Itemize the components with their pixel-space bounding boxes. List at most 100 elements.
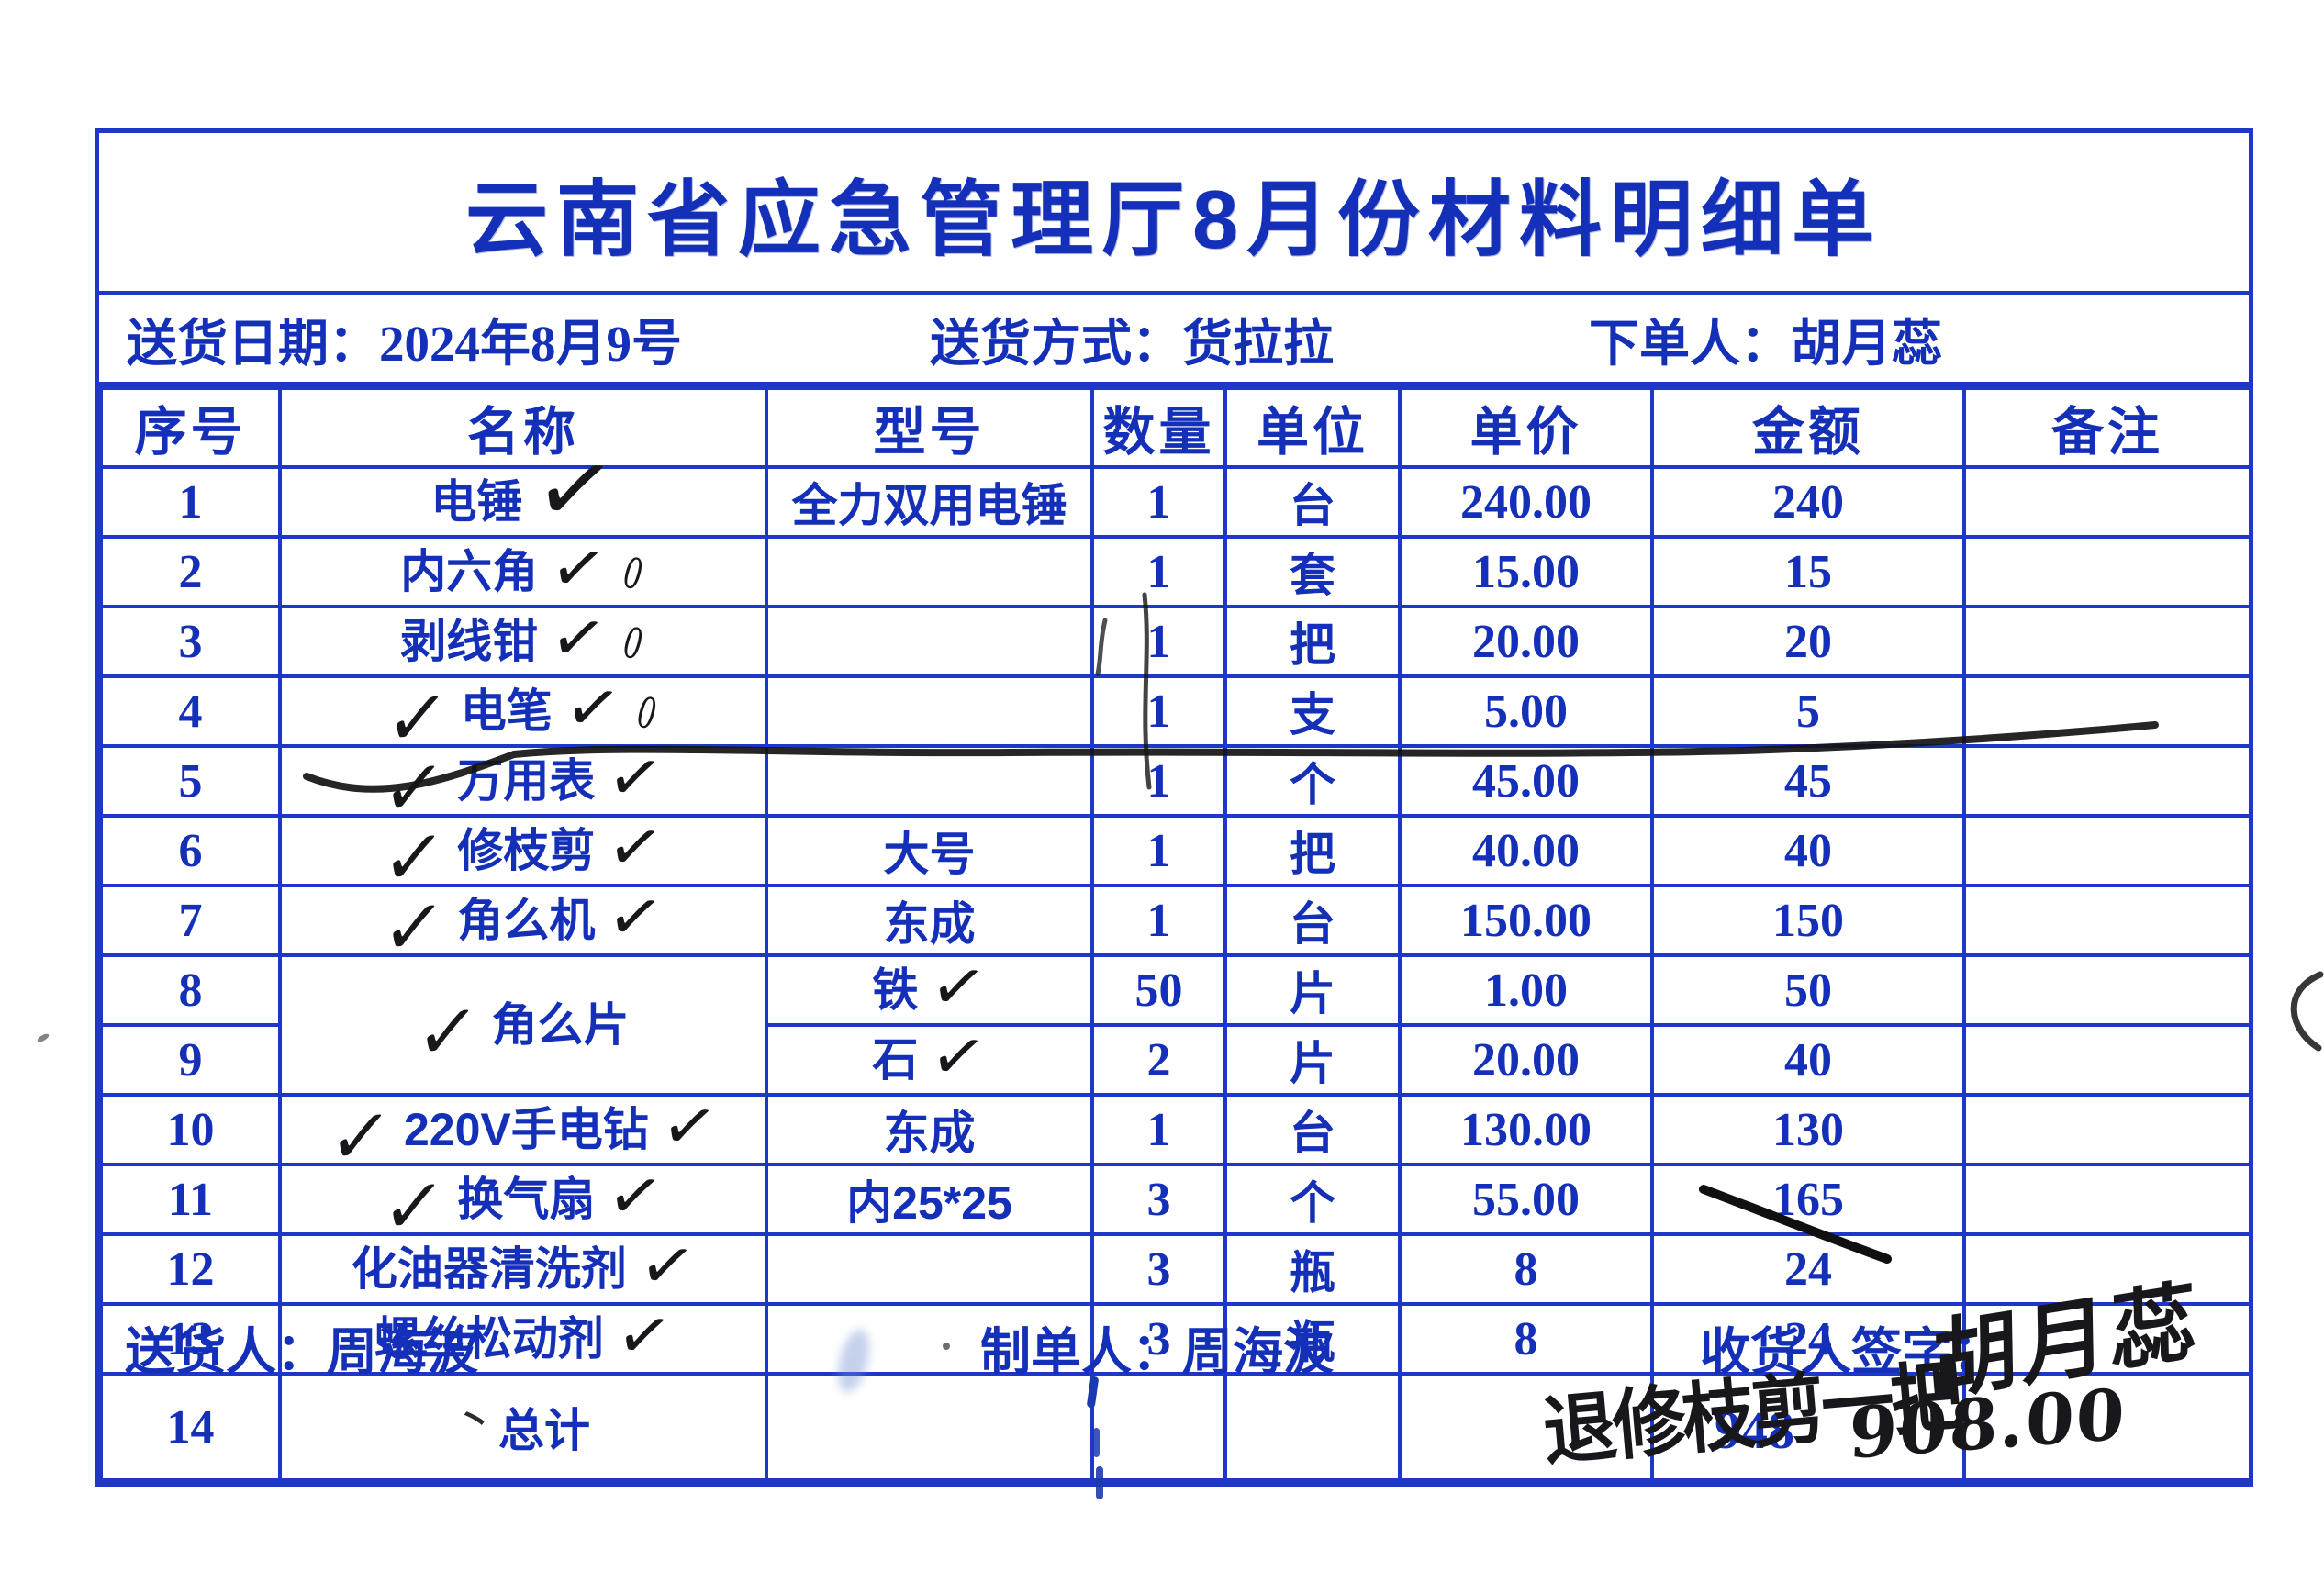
preparer-label: 制单人： bbox=[980, 1323, 1183, 1380]
cell-model bbox=[765, 744, 1094, 818]
column-header-1: 名称 bbox=[278, 386, 768, 469]
cell-unit: 台 bbox=[1223, 465, 1402, 539]
form-frame: 云南省应急管理厅8月份材料明细单 送货日期：2024年8月9号 送货方式：货拉拉… bbox=[95, 128, 2253, 1487]
cell-name: 内六角 ✓ 0 bbox=[278, 526, 768, 610]
table-row: 4 ✓ 电笔 ✓ 0 1 支 5.00 5 bbox=[99, 664, 2252, 763]
cell-price: 150.00 bbox=[1398, 884, 1654, 957]
handwritten-checkmark-icon: 0 bbox=[631, 686, 663, 740]
cell-name: ✓ 电笔 ✓ 0 bbox=[278, 664, 768, 763]
table-row: 8 ✓ 角么片铁 ✓ 50 片 1.00 50 bbox=[99, 944, 2252, 1097]
column-header-5: 单价 bbox=[1398, 386, 1654, 469]
cell-model: 东成 bbox=[765, 884, 1094, 957]
cell-no: 8 bbox=[99, 953, 282, 1027]
item-model: 石 bbox=[872, 1034, 919, 1086]
handwritten-checkmark-icon: 0 bbox=[617, 547, 649, 600]
cell-remark bbox=[1962, 465, 2252, 539]
cell-no: 10 bbox=[99, 1093, 282, 1166]
title-row: 云南省应急管理厅8月份材料明细单 bbox=[99, 133, 2249, 295]
cell-model bbox=[765, 1372, 1094, 1482]
cell-qty: 1 bbox=[1090, 1093, 1227, 1166]
cell-amount: 50 bbox=[1650, 953, 1966, 1027]
deliverer: 送货人：周海波 bbox=[125, 1310, 478, 1384]
orderer: 下单人：胡月蕊 bbox=[1589, 302, 1942, 375]
cell-no: 11 bbox=[99, 1163, 282, 1236]
table-header: 序号 名称 型号 数量 单位 单价 金额 备注 bbox=[99, 386, 2252, 469]
cell-no: 12 bbox=[99, 1232, 282, 1306]
cell-model: 大号 bbox=[765, 814, 1094, 887]
cell-model bbox=[765, 1302, 1094, 1376]
cell-model: 石 ✓ bbox=[765, 1014, 1094, 1098]
edge-curl-mark bbox=[2290, 971, 2324, 1052]
cell-no: 6 bbox=[99, 814, 282, 887]
delivery-method-value: 货拉拉 bbox=[1182, 315, 1335, 372]
cell-price: 240.00 bbox=[1398, 465, 1654, 539]
cell-qty: 1 bbox=[1090, 465, 1227, 539]
receiver-signature-label: 收货人签字： bbox=[1700, 1323, 2004, 1380]
handwritten-checkmark-icon: ✓ bbox=[377, 1161, 451, 1252]
cell-amount: 165 bbox=[1650, 1163, 1966, 1236]
delivery-method-label: 送货方式： bbox=[930, 315, 1183, 372]
cell-remark bbox=[1962, 535, 2252, 608]
cell-amount: 150 bbox=[1650, 884, 1966, 957]
table-row: 10 ✓ 220V手电钻 ✓ 东成 1 台 130.00 130 bbox=[99, 1083, 2252, 1181]
cell-model bbox=[765, 535, 1094, 608]
handwritten-checkmark-icon: ✓ bbox=[610, 1292, 678, 1378]
cell-qty bbox=[1090, 1372, 1227, 1482]
cell-amount: 5 bbox=[1650, 674, 1966, 748]
table-row: 3 剥线钳 ✓ 0 1 把 20.00 20 bbox=[99, 596, 2252, 680]
item-name: 角么机 bbox=[457, 895, 596, 946]
table-row: 7 ✓ 角么机 ✓ 东成 1 台 150.00 150 bbox=[99, 875, 2252, 972]
cell-amount: 45 bbox=[1650, 744, 1966, 818]
cell-price: 55.00 bbox=[1398, 1163, 1654, 1236]
cell-total-label: 丶总计 bbox=[278, 1372, 768, 1482]
handwritten-checkmark-icon: ✓ bbox=[602, 734, 669, 820]
cell-qty: 1 bbox=[1090, 814, 1227, 887]
item-name: 剥线钳 bbox=[400, 616, 539, 667]
cell-price: 20.00 bbox=[1398, 1023, 1654, 1097]
item-name: 电笔 bbox=[460, 685, 553, 737]
delivery-method: 送货方式：货拉拉 bbox=[930, 302, 1334, 375]
cell-amount: 20 bbox=[1650, 605, 1966, 678]
ink-speck bbox=[943, 1343, 950, 1350]
table-row: 5 ✓ 万用表 ✓ 1 个 45.00 45 bbox=[99, 734, 2252, 832]
cell-no: 14 bbox=[99, 1372, 282, 1482]
cell-price: 15.00 bbox=[1398, 535, 1654, 608]
cell-price: 20.00 bbox=[1398, 605, 1654, 678]
cell-remark bbox=[1962, 1302, 2252, 1376]
cell-name: ✓ 换气扇 ✓ bbox=[278, 1153, 768, 1252]
column-header-3: 数量 bbox=[1090, 386, 1227, 469]
cell-remark bbox=[1962, 674, 2252, 748]
cell-qty: 1 bbox=[1090, 535, 1227, 608]
deliverer-label: 送货人： bbox=[125, 1323, 328, 1380]
item-name: 220V手电钻 bbox=[403, 1104, 649, 1155]
cell-remark bbox=[1962, 884, 2252, 957]
handwritten-checkmark-icon: ✓ bbox=[655, 1083, 723, 1169]
cell-amount: 24 bbox=[1650, 1232, 1966, 1306]
cell-price: 8 bbox=[1398, 1302, 1654, 1376]
cell-remark bbox=[1962, 814, 2252, 887]
cell-name: ✓ 角么机 ✓ bbox=[278, 875, 768, 972]
cell-amount: 40 bbox=[1650, 814, 1966, 887]
handwritten-checkmark-icon: ✓ bbox=[559, 664, 627, 751]
cell-remark bbox=[1962, 1372, 2252, 1482]
column-header-0: 序号 bbox=[99, 386, 282, 469]
handwritten-checkmark-icon: 0 bbox=[617, 617, 649, 670]
cell-amount: 240 bbox=[1650, 465, 1966, 539]
cell-remark bbox=[1962, 1023, 2252, 1097]
delivery-date-label: 送货日期： bbox=[127, 315, 380, 372]
item-name: 万用表 bbox=[457, 755, 596, 807]
cell-qty: 50 bbox=[1090, 953, 1227, 1027]
cell-model: 铁 ✓ bbox=[765, 944, 1094, 1029]
cell-no: 1 bbox=[99, 465, 282, 539]
cell-unit: 个 bbox=[1223, 744, 1402, 818]
handwritten-checkmark-icon: ✓ bbox=[602, 804, 669, 890]
cell-unit: 个 bbox=[1223, 1163, 1402, 1236]
cell-name: 电锤 ✓ bbox=[278, 428, 768, 551]
cell-model: 全力双用电锤 bbox=[765, 465, 1094, 539]
form-title: 云南省应急管理厅8月份材料明细单 bbox=[464, 174, 1883, 266]
cell-unit: 把 bbox=[1223, 814, 1402, 887]
cell-unit: 把 bbox=[1223, 605, 1402, 678]
column-header-2: 型号 bbox=[765, 386, 1094, 469]
orderer-label: 下单人： bbox=[1589, 315, 1792, 372]
